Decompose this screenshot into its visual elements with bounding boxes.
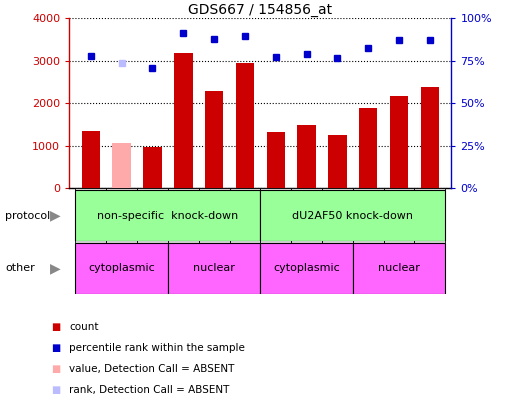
- Bar: [298, 125, 316, 188]
- Text: nuclear: nuclear: [378, 263, 420, 273]
- Bar: [174, 53, 192, 188]
- Bar: [75, 190, 261, 241]
- Text: GSM21851: GSM21851: [210, 191, 219, 240]
- Text: value, Detection Call = ABSENT: value, Detection Call = ABSENT: [69, 364, 234, 374]
- Bar: [112, 143, 131, 188]
- Text: GSM21858: GSM21858: [333, 191, 342, 240]
- Bar: [261, 243, 353, 294]
- Bar: [291, 188, 322, 243]
- Text: GSM21856: GSM21856: [302, 191, 311, 240]
- Bar: [421, 87, 439, 188]
- Bar: [390, 96, 408, 188]
- Text: GSM21849: GSM21849: [179, 191, 188, 240]
- Bar: [267, 132, 285, 188]
- Bar: [328, 135, 347, 188]
- Bar: [359, 108, 378, 188]
- Text: nuclear: nuclear: [193, 263, 235, 273]
- Text: GSM21853: GSM21853: [241, 191, 249, 240]
- Text: GSM21848: GSM21848: [86, 191, 95, 240]
- Text: dU2AF50 knock-down: dU2AF50 knock-down: [292, 211, 413, 221]
- Bar: [353, 188, 384, 243]
- Text: GSM21850: GSM21850: [117, 191, 126, 240]
- Bar: [261, 190, 445, 241]
- Bar: [235, 63, 254, 188]
- Text: cytoplasmic: cytoplasmic: [273, 263, 340, 273]
- Bar: [168, 188, 199, 243]
- Bar: [106, 188, 137, 243]
- Text: GSM21855: GSM21855: [364, 191, 373, 240]
- Text: ▶: ▶: [50, 261, 60, 275]
- Bar: [353, 243, 445, 294]
- Text: ■: ■: [51, 343, 61, 353]
- Title: GDS667 / 154856_at: GDS667 / 154856_at: [188, 3, 332, 17]
- Bar: [75, 188, 106, 243]
- Bar: [143, 147, 162, 188]
- Bar: [82, 131, 100, 188]
- Bar: [415, 188, 445, 243]
- Text: ■: ■: [51, 322, 61, 332]
- Text: ■: ■: [51, 386, 61, 395]
- Text: GSM21852: GSM21852: [148, 191, 157, 240]
- Bar: [384, 188, 415, 243]
- Text: GSM21857: GSM21857: [394, 191, 404, 240]
- Bar: [261, 188, 291, 243]
- Text: count: count: [69, 322, 99, 332]
- Bar: [168, 243, 261, 294]
- Bar: [137, 188, 168, 243]
- Text: rank, Detection Call = ABSENT: rank, Detection Call = ABSENT: [69, 386, 230, 395]
- Bar: [322, 188, 353, 243]
- Text: percentile rank within the sample: percentile rank within the sample: [69, 343, 245, 353]
- Bar: [75, 243, 168, 294]
- Bar: [199, 188, 229, 243]
- Bar: [205, 91, 223, 188]
- Text: GSM21859: GSM21859: [425, 191, 435, 240]
- Text: ■: ■: [51, 364, 61, 374]
- Bar: [229, 188, 261, 243]
- Text: protocol: protocol: [5, 211, 50, 221]
- Text: ▶: ▶: [50, 209, 60, 223]
- Text: other: other: [5, 263, 35, 273]
- Text: cytoplasmic: cytoplasmic: [88, 263, 155, 273]
- Text: GSM21854: GSM21854: [271, 191, 280, 240]
- Text: non-specific  knock-down: non-specific knock-down: [97, 211, 239, 221]
